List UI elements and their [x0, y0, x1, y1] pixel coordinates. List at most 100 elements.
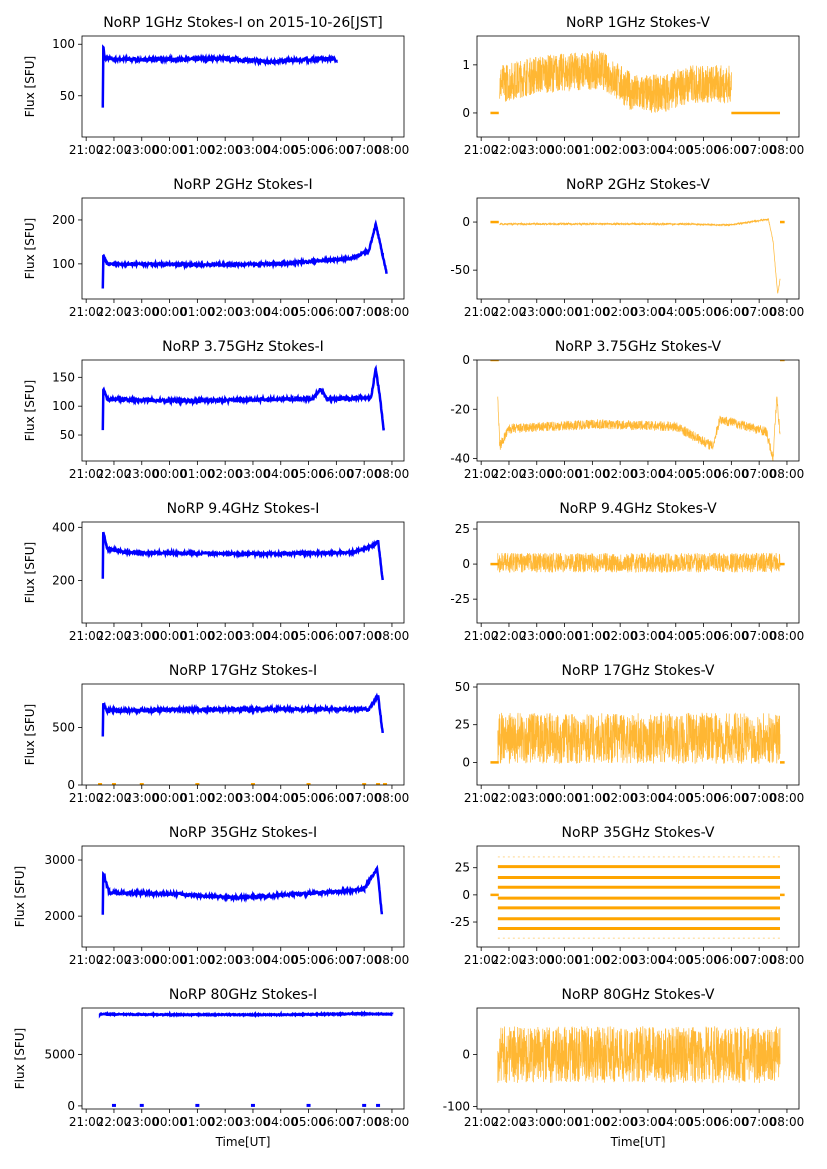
- x-tick-label: 01:00: [575, 143, 610, 157]
- x-tick-label: 01:00: [180, 1115, 215, 1129]
- x-tick-label: 08:00: [375, 791, 410, 805]
- y-tick-label: 150: [52, 370, 75, 384]
- x-tick-label: 08:00: [770, 629, 805, 643]
- x-tick-label: 00:00: [152, 305, 187, 319]
- x-tick-label: 04:00: [263, 953, 298, 967]
- axes-frame: [81, 35, 405, 138]
- x-tick-label: 07:00: [742, 1115, 777, 1129]
- x-tick-label: 04:00: [263, 1115, 298, 1129]
- zero-marker: [195, 783, 200, 785]
- x-tick-label: 03:00: [236, 467, 271, 481]
- x-tick-label: 22:00: [97, 467, 132, 481]
- x-tick-label: 04:00: [658, 467, 693, 481]
- x-tick-label: 03:00: [236, 791, 271, 805]
- x-tick-label: 06:00: [714, 143, 749, 157]
- x-tick-label: 02:00: [208, 953, 243, 967]
- x-tick-label: 06:00: [714, 305, 749, 319]
- x-tick-label: 03:00: [631, 305, 666, 319]
- zero-marker: [362, 783, 367, 785]
- x-tick-label: 23:00: [124, 629, 159, 643]
- zero-marker: [306, 783, 311, 785]
- series-line: [101, 44, 338, 108]
- x-tick-label: 22:00: [492, 1115, 527, 1129]
- plot-area: [490, 50, 781, 115]
- subplot-title: NoRP 9.4GHz Stokes-V: [559, 501, 717, 517]
- subplot-title: NoRP 1GHz Stokes-V: [566, 15, 710, 31]
- zero-marker: [250, 1103, 255, 1107]
- x-tick-label: 22:00: [492, 629, 527, 643]
- x-tick-label: 01:00: [575, 467, 610, 481]
- x-tick-label: 21:00: [464, 791, 499, 805]
- x-tick-label: 21:00: [464, 143, 499, 157]
- series-line: [101, 219, 388, 289]
- y-tick-label: 50: [455, 680, 470, 694]
- y-tick-label: 0: [462, 557, 470, 571]
- x-tick-label: 07:00: [347, 305, 382, 319]
- x-tick-label: 23:00: [519, 467, 554, 481]
- x-tick-label: 21:00: [464, 953, 499, 967]
- y-tick-label: 100: [52, 257, 75, 271]
- x-tick-label: 06:00: [319, 1115, 354, 1129]
- subplot-1: NoRP 1GHz Stokes-V 0 1 21:0022:0023:0000:00…: [462, 15, 804, 157]
- subplot-title: NoRP 3.75GHz Stokes-V: [555, 339, 722, 355]
- zero-marker: [376, 783, 381, 785]
- x-tick-label: 08:00: [770, 143, 805, 157]
- x-tick-label: 01:00: [180, 953, 215, 967]
- subplot-12: NoRP 80GHz Stokes-I0500021:0022:0023:000…: [13, 987, 409, 1149]
- x-tick-label: 06:00: [714, 953, 749, 967]
- x-tick-label: 00:00: [547, 1115, 582, 1129]
- x-tick-label: 04:00: [263, 305, 298, 319]
- x-tick-label: 04:00: [263, 791, 298, 805]
- x-tick-label: 08:00: [375, 953, 410, 967]
- y-tick-label: -100: [443, 1099, 470, 1113]
- x-tick-label: 08:00: [770, 1115, 805, 1129]
- x-tick-label: 02:00: [208, 791, 243, 805]
- plot-area: [101, 864, 384, 915]
- series-line: [499, 218, 781, 294]
- x-tick-label: 05:00: [686, 467, 721, 481]
- zero-marker: [139, 1103, 144, 1107]
- x-tick-label: 21:00: [69, 629, 104, 643]
- x-tick-label: 02:00: [208, 305, 243, 319]
- plot-area: [490, 218, 785, 294]
- x-tick-label: 08:00: [375, 1115, 410, 1129]
- x-tick-label: 00:00: [547, 791, 582, 805]
- y-axis-label: Flux [SFU]: [23, 380, 37, 441]
- y-tick-label: 2000: [44, 909, 75, 923]
- x-tick-label: 04:00: [263, 629, 298, 643]
- subplot-11: NoRP 35GHz Stokes-V -25 0 25 21:0022:0023:00…: [450, 825, 804, 967]
- x-tick-label: 21:00: [69, 143, 104, 157]
- zero-marker: [195, 1103, 200, 1107]
- x-axis-label: Time[UT]: [610, 1135, 666, 1149]
- x-tick-label: 03:00: [631, 1115, 666, 1129]
- zero-marker: [111, 1103, 116, 1107]
- x-tick-label: 05:00: [291, 143, 326, 157]
- x-tick-label: 07:00: [742, 305, 777, 319]
- x-tick-label: 01:00: [575, 629, 610, 643]
- x-tick-label: 21:00: [464, 1115, 499, 1129]
- x-tick-label: 05:00: [686, 143, 721, 157]
- subplot-title: NoRP 2GHz Stokes-V: [566, 177, 710, 193]
- y-tick-label: 0: [67, 1099, 75, 1113]
- x-tick-label: 05:00: [291, 467, 326, 481]
- x-tick-label: 07:00: [742, 467, 777, 481]
- x-tick-label: 06:00: [714, 629, 749, 643]
- x-tick-label: 02:00: [603, 305, 638, 319]
- x-tick-label: 22:00: [492, 791, 527, 805]
- x-tick-label: 01:00: [575, 953, 610, 967]
- x-tick-label: 08:00: [375, 467, 410, 481]
- x-tick-label: 04:00: [658, 629, 693, 643]
- plot-area: [490, 856, 785, 940]
- zero-marker: [383, 783, 388, 785]
- x-tick-label: 22:00: [97, 953, 132, 967]
- x-tick-label: 08:00: [770, 467, 805, 481]
- x-tick-label: 07:00: [742, 953, 777, 967]
- axes-frame: [476, 683, 800, 786]
- axes-frame: [81, 683, 405, 786]
- x-tick-label: 21:00: [464, 467, 499, 481]
- x-tick-label: 02:00: [603, 143, 638, 157]
- x-tick-label: 07:00: [347, 791, 382, 805]
- axes-frame: [476, 359, 800, 462]
- subplot-title: NoRP 1GHz Stokes-I on 2015-10-26[JST]: [103, 15, 383, 31]
- y-tick-label: 200: [52, 573, 75, 587]
